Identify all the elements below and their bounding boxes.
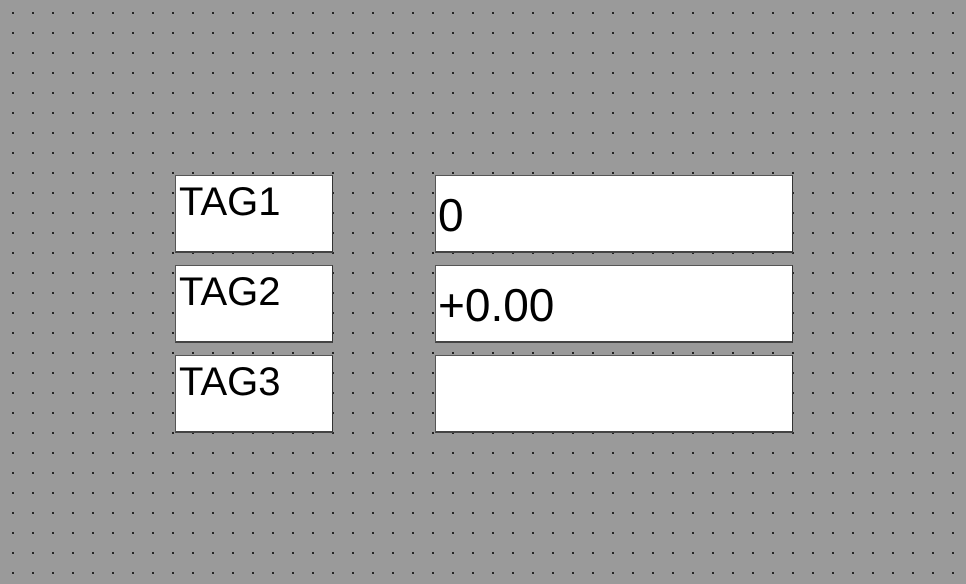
tag-value-field-3[interactable] <box>435 355 793 433</box>
tag-label-1: TAG1 <box>175 175 333 253</box>
tag-label-3: TAG3 <box>175 355 333 433</box>
tag-label-2: TAG2 <box>175 265 333 343</box>
tag-value-field-2[interactable]: +0.00 <box>435 265 793 343</box>
tag-value-field-1[interactable]: 0 <box>435 175 793 253</box>
